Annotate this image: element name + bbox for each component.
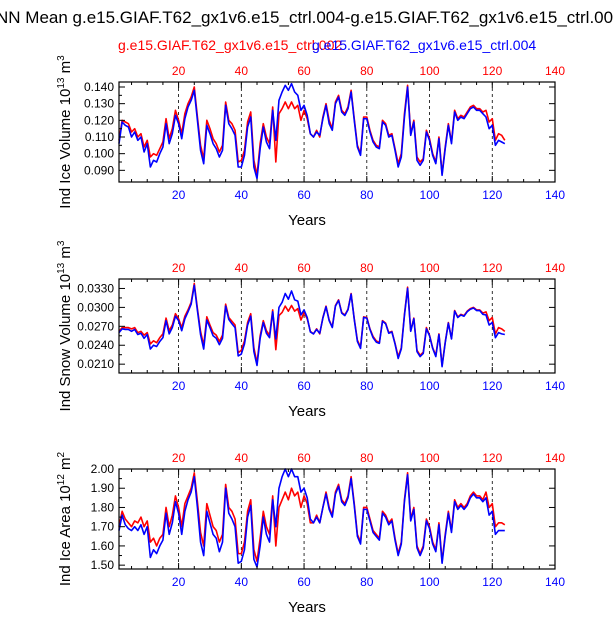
x-tick-label-bottom: 120: [482, 188, 502, 202]
x-tick-label-top: 40: [235, 451, 249, 465]
chart-panel-1: 0.090 0.100 0.110 0.120 0.130 0.140 20 20 40 40 60…: [56, 55, 565, 229]
y-tick-label: 2.00: [91, 462, 115, 476]
x-tick-label-bottom: 40: [235, 188, 249, 202]
x-tick-label-top: 120: [482, 64, 502, 78]
x-tick-label-bottom: 20: [172, 379, 186, 393]
series-line-blue: [118, 284, 505, 368]
y-axis-label-text: Ind Ice Volume 10: [57, 89, 74, 209]
y-tick-label: 0.0270: [77, 319, 114, 333]
series-line-red: [118, 282, 506, 367]
x-axis-label: Years: [288, 212, 326, 229]
y-tick-label: 0.120: [84, 113, 114, 127]
y-tick-label: 0.130: [84, 97, 114, 111]
x-tick-label-bottom: 40: [235, 379, 249, 393]
x-tick-label-top: 100: [420, 451, 440, 465]
x-tick-label-bottom: 140: [545, 379, 565, 393]
y-axis-label: Ind Ice Volume 1013 m3: [56, 55, 74, 209]
y-axis-label-text: m: [57, 457, 74, 474]
y-axis-label-text: Ind Snow Volume 10: [57, 274, 74, 412]
series-line-blue: [118, 82, 506, 180]
x-tick-label-top: 80: [360, 451, 374, 465]
legend-blue-label: g.e15.GIAF.T62_gx1v6.e15_ctrl.004: [312, 37, 536, 53]
x-axis-label: Years: [288, 599, 326, 616]
x-tick-label-top: 60: [297, 451, 311, 465]
x-tick-label-top: 40: [235, 261, 249, 275]
x-tick-label-top: 20: [172, 64, 186, 78]
x-tick-label-bottom: 20: [172, 575, 186, 589]
x-tick-label-bottom: 60: [297, 575, 311, 589]
y-axis-label-exponent: 3: [56, 240, 67, 246]
x-tick-label-top: 60: [297, 64, 311, 78]
x-tick-label-top: 120: [482, 261, 502, 275]
y-tick-label: 1.90: [91, 481, 115, 495]
y-tick-label: 0.140: [84, 80, 114, 94]
x-tick-label-bottom: 60: [297, 379, 311, 393]
x-tick-label-bottom: 80: [360, 379, 374, 393]
x-tick-label-bottom: 100: [420, 379, 440, 393]
y-axis-label-text: m: [57, 61, 74, 78]
y-axis-label-exponent: 13: [56, 77, 67, 89]
x-tick-label-top: 20: [172, 261, 186, 275]
y-axis-label-exponent: 3: [56, 55, 67, 61]
x-tick-label-bottom: 80: [360, 188, 374, 202]
y-axis-label: Ind Snow Volume 1013 m3: [56, 240, 74, 411]
y-axis-label-text: Ind Ice Area 10: [57, 485, 74, 586]
x-tick-label-top: 140: [545, 261, 565, 275]
x-tick-label-top: 60: [297, 261, 311, 275]
x-tick-label-bottom: 100: [420, 188, 440, 202]
x-tick-label-bottom: 80: [360, 575, 374, 589]
x-tick-label-bottom: 140: [545, 575, 565, 589]
x-tick-label-top: 120: [482, 451, 502, 465]
x-tick-label-bottom: 40: [235, 575, 249, 589]
x-axis-label: Years: [288, 403, 326, 420]
y-axis-label-exponent: 2: [56, 451, 67, 457]
y-tick-label: 1.50: [91, 558, 115, 572]
chart-panel-3: 1.50 1.60 1.70 1.80 1.90 2.00 20 20 40 40 60 60 80 80…: [56, 451, 565, 616]
x-tick-label-top: 80: [360, 64, 374, 78]
x-tick-label-bottom: 140: [545, 188, 565, 202]
x-tick-label-bottom: 20: [172, 188, 186, 202]
y-tick-label: 1.70: [91, 520, 115, 534]
y-tick-label: 0.0300: [77, 300, 114, 314]
chart-panel-2: 0.0210 0.0240 0.0270 0.0300 0.0330 20 20 40 40 60…: [56, 240, 565, 420]
y-tick-label: 0.100: [84, 147, 114, 161]
legend-red-label: g.e15.GIAF.T62_gx1v6.e15_ctrl.002: [118, 37, 342, 53]
y-tick-label: 0.0330: [77, 281, 114, 295]
y-tick-label: 0.090: [84, 163, 114, 177]
x-tick-label-bottom: 120: [482, 575, 502, 589]
x-tick-label-top: 80: [360, 261, 374, 275]
plot-frame: [118, 278, 556, 374]
figure-title: NN Mean g.e15.GIAF.T62_gx1v6.e15_ctrl.00…: [0, 8, 613, 27]
y-tick-label: 0.110: [85, 130, 114, 144]
x-tick-label-top: 140: [545, 451, 565, 465]
x-tick-label-top: 40: [235, 64, 249, 78]
panels: 0.090 0.100 0.110 0.120 0.130 0.140 20 20 40 40 60…: [56, 55, 565, 616]
y-tick-label: 1.80: [91, 500, 115, 514]
x-tick-label-top: 20: [172, 451, 186, 465]
x-tick-label-top: 100: [420, 64, 440, 78]
x-tick-label-bottom: 100: [420, 575, 440, 589]
plot-frame: [118, 468, 556, 570]
y-tick-label: 0.0210: [77, 357, 114, 371]
x-tick-label-top: 140: [545, 64, 565, 78]
y-tick-label: 0.0240: [77, 338, 114, 352]
series-line-blue: [118, 468, 505, 568]
x-tick-label-top: 100: [420, 261, 440, 275]
y-axis-label-exponent: 12: [56, 474, 67, 486]
x-tick-label-bottom: 120: [482, 379, 502, 393]
x-tick-label-bottom: 60: [297, 188, 311, 202]
series-line-red: [118, 472, 506, 563]
y-axis-label-exponent: 13: [56, 262, 67, 274]
y-tick-label: 1.60: [91, 539, 115, 553]
y-axis-label-text: m: [57, 246, 74, 263]
plot-frame: [118, 81, 556, 183]
y-axis-label: Ind Ice Area 1012 m2: [56, 451, 74, 586]
